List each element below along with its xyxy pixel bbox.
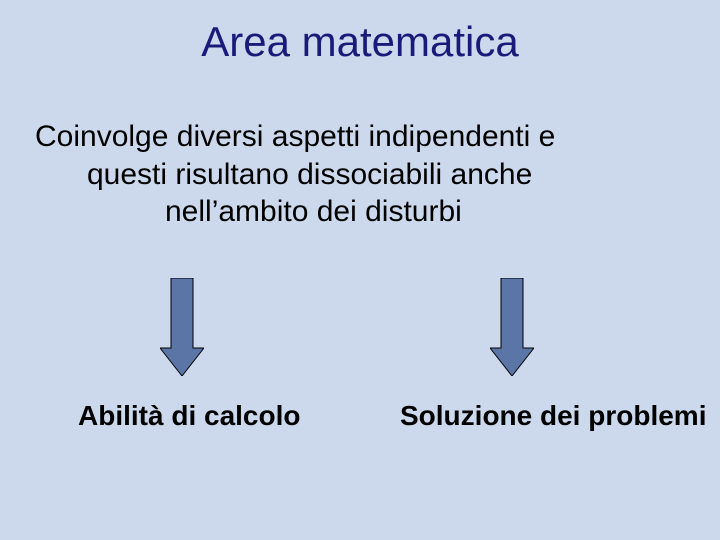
slide-title: Area matematica (0, 18, 720, 66)
slide-body: Coinvolge diversi aspetti indipendenti e… (35, 118, 685, 231)
label-right: Soluzione dei problemi (400, 400, 706, 432)
arrow-left-down-icon (160, 278, 204, 376)
slide: Area matematica Coinvolge diversi aspett… (0, 0, 720, 540)
body-line-1: Coinvolge diversi aspetti indipendenti e (35, 120, 555, 153)
arrow-right-down-icon (490, 278, 534, 376)
label-left: Abilità di calcolo (78, 400, 300, 432)
body-line-3: nell’ambito dei disturbi (35, 193, 685, 231)
body-line-2: questi risultano dissociabili anche (35, 156, 685, 194)
